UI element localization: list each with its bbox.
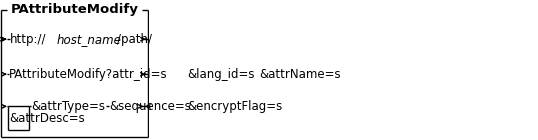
Text: host_name: host_name: [56, 33, 122, 46]
Text: &encryptFlag=s: &encryptFlag=s: [188, 100, 283, 113]
Text: &attrName=s: &attrName=s: [259, 68, 341, 81]
Text: PAttributeModify?attr_id=s: PAttributeModify?attr_id=s: [9, 68, 167, 81]
Text: PAttributeModify: PAttributeModify: [11, 3, 138, 16]
Text: &lang_id=s: &lang_id=s: [188, 68, 255, 81]
Text: http://: http://: [10, 33, 46, 46]
Text: /path/: /path/: [117, 33, 152, 46]
Text: &attrType=s: &attrType=s: [31, 100, 105, 113]
Text: &attrDesc=s: &attrDesc=s: [10, 112, 86, 125]
Text: &sequence=s: &sequence=s: [109, 100, 192, 113]
